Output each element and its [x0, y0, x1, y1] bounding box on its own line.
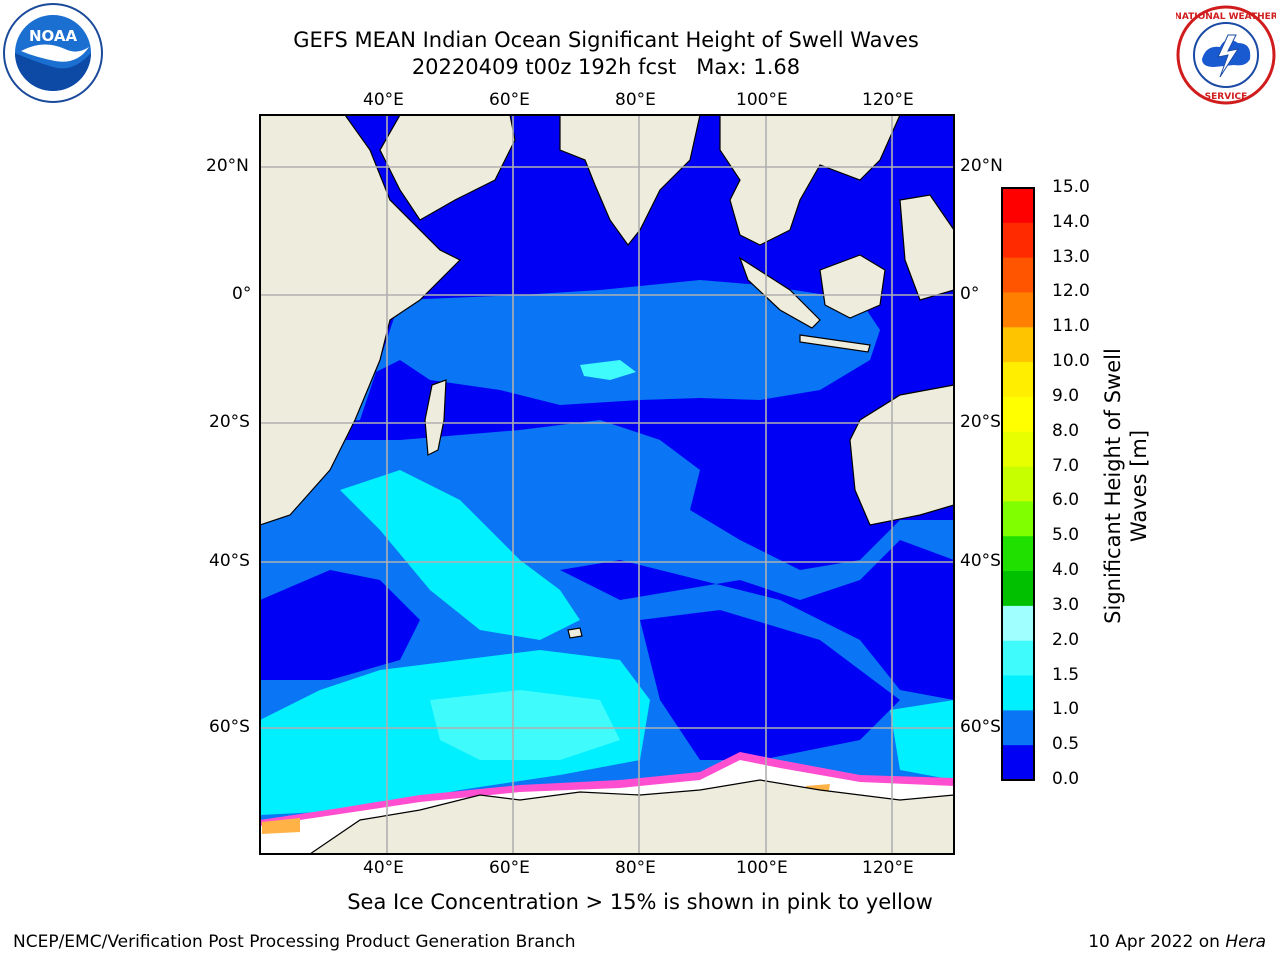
colorbar-cell	[1002, 640, 1034, 677]
lon-label-top: 40°E	[363, 90, 404, 110]
colorbar-tick-label: 5.0	[1052, 525, 1080, 546]
swell-band-0-0p5-mid	[560, 540, 954, 700]
colorbar	[1001, 187, 1035, 781]
land-india	[559, 115, 701, 246]
colorbar-cell	[1002, 536, 1034, 572]
colorbar-tick-label: 0.5	[1052, 734, 1080, 755]
swell-band-1p5-2	[430, 690, 620, 760]
lat-label-left: 40°S	[209, 551, 250, 571]
chart-title: GEFS MEAN Indian Ocean Significant Heigh…	[293, 28, 919, 52]
swell-band-1p5-2-small	[580, 360, 636, 380]
colorbar-cell	[1002, 292, 1034, 328]
svg-text:NATIONAL WEATHER: NATIONAL WEATHER	[1176, 12, 1276, 22]
lon-label-bottom: 80°E	[615, 858, 656, 878]
colorbar-tick-label: 3.0	[1052, 594, 1080, 615]
colorbar-cell	[1002, 431, 1034, 468]
swell-band-1-1p5-west	[340, 470, 580, 640]
land-australia	[849, 384, 954, 526]
colorbar-cell	[1002, 710, 1034, 746]
footer-left: NCEP/EMC/Verification Post Processing Pr…	[13, 932, 576, 952]
colorbar-cell	[1002, 466, 1034, 502]
lat-label-right: 60°S	[960, 717, 1001, 737]
land-kerguelen	[567, 627, 583, 639]
noaa-logo-text: NOAA	[29, 27, 78, 45]
lat-label-left: 0°	[232, 284, 252, 304]
lon-label-bottom: 120°E	[862, 858, 914, 878]
land-se-asia	[719, 115, 901, 246]
colorbar-tick-label: 14.0	[1052, 211, 1090, 232]
colorbar-tick-label: 9.0	[1052, 385, 1080, 406]
map-frame	[259, 114, 955, 855]
colorbar-cell	[1002, 396, 1034, 433]
lat-label-left: 60°S	[209, 717, 250, 737]
lon-label-bottom: 40°E	[363, 858, 404, 878]
noaa-logo: NOAA	[3, 3, 103, 103]
colorbar-cell	[1002, 501, 1034, 537]
colorbar-tick-label: 11.0	[1052, 316, 1090, 337]
lat-label-right: 20°N	[960, 156, 1003, 176]
colorbar-tick-label: 7.0	[1052, 455, 1080, 476]
colorbar-cell	[1002, 675, 1034, 711]
lat-label-right: 20°S	[960, 412, 1001, 432]
colorbar-cell	[1002, 188, 1034, 224]
lon-label-top: 120°E	[862, 90, 914, 110]
sea-ice-yellow-patch	[262, 818, 300, 834]
colorbar-tick-label: 4.0	[1052, 560, 1080, 581]
graticule	[260, 115, 954, 854]
land-java	[799, 334, 871, 353]
swell-band-1-1p5-east	[890, 700, 954, 780]
colorbar-tick-label: 13.0	[1052, 246, 1090, 267]
lat-label-left: 20°N	[206, 156, 249, 176]
colorbar-tick-label: 6.0	[1052, 490, 1080, 511]
swell-band-0-0p5-southwest	[260, 570, 420, 680]
colorbar-tick-label: 15.0	[1052, 177, 1090, 197]
land-madagascar	[424, 379, 447, 456]
swell-band-0-0p5-southcentral	[640, 610, 900, 760]
colorbar-tick-label: 10.0	[1052, 351, 1090, 372]
svg-text:SERVICE: SERVICE	[1205, 92, 1248, 102]
colorbar-cell	[1002, 327, 1034, 363]
lon-label-top: 100°E	[736, 90, 788, 110]
colorbar-tick-label: 1.0	[1052, 699, 1080, 720]
swell-band-0p5-1	[260, 280, 880, 430]
colorbar-tick-label: 0.0	[1052, 769, 1080, 789]
colorbar-cell	[1002, 745, 1034, 781]
nws-logo: NATIONAL WEATHER SERVICE	[1174, 5, 1278, 105]
lon-label-bottom: 100°E	[736, 858, 788, 878]
lat-label-left: 20°S	[209, 412, 250, 432]
colorbar-cell	[1002, 222, 1034, 259]
colorbar-tick-label: 1.5	[1052, 664, 1080, 685]
lat-label-right: 40°S	[960, 551, 1001, 571]
lon-label-top: 80°E	[615, 90, 656, 110]
colorbar-tick-label: 2.0	[1052, 629, 1080, 650]
colorbar-cell	[1002, 571, 1034, 607]
footer-host: Hera	[1225, 932, 1266, 952]
land-east-islands	[899, 194, 954, 301]
lon-label-top: 60°E	[489, 90, 530, 110]
footer-right: 10 Apr 2022 on Hera	[1088, 932, 1266, 952]
colorbar-tick-label: 8.0	[1052, 420, 1080, 441]
chart-subtitle: 20220409 t00z 192h fcst Max: 1.68	[411, 55, 801, 79]
colorbar-tick-label: 12.0	[1052, 281, 1090, 302]
land-masses	[260, 115, 954, 854]
colorbar-cell	[1002, 362, 1034, 398]
land-sumatra	[738, 256, 821, 329]
land-borneo	[819, 254, 886, 319]
footer-date: 10 Apr 2022 on	[1088, 932, 1226, 952]
lon-label-bottom: 60°E	[489, 858, 530, 878]
lat-label-right: 0°	[960, 284, 980, 304]
sea-ice-caption: Sea Ice Concentration > 15% is shown in …	[347, 890, 933, 914]
colorbar-cell	[1002, 257, 1034, 293]
land-antarctica	[308, 779, 954, 854]
colorbar-cell	[1002, 605, 1034, 642]
